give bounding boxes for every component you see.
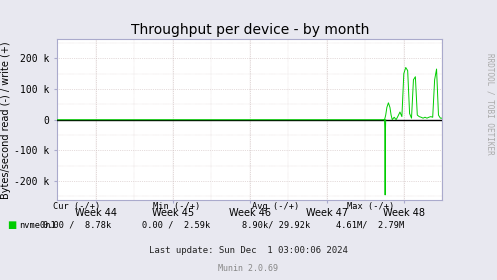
Text: ■: ■ (7, 220, 17, 230)
Text: Last update: Sun Dec  1 03:00:06 2024: Last update: Sun Dec 1 03:00:06 2024 (149, 246, 348, 255)
Text: 0.00 /  8.78k: 0.00 / 8.78k (43, 221, 111, 230)
Text: Avg (-/+): Avg (-/+) (252, 202, 300, 211)
Text: Cur (-/+): Cur (-/+) (53, 202, 101, 211)
Y-axis label: Bytes/second read (-) / write (+): Bytes/second read (-) / write (+) (1, 41, 11, 199)
Text: RRDTOOL / TOBI OETIKER: RRDTOOL / TOBI OETIKER (486, 53, 495, 155)
Text: nvme0n1: nvme0n1 (19, 221, 56, 230)
Text: 0.00 /  2.59k: 0.00 / 2.59k (142, 221, 211, 230)
Text: 8.90k/ 29.92k: 8.90k/ 29.92k (242, 221, 310, 230)
Text: Max (-/+): Max (-/+) (346, 202, 394, 211)
Text: Munin 2.0.69: Munin 2.0.69 (219, 264, 278, 273)
Text: Min (-/+): Min (-/+) (153, 202, 200, 211)
Text: 4.61M/  2.79M: 4.61M/ 2.79M (336, 221, 405, 230)
Title: Throughput per device - by month: Throughput per device - by month (131, 23, 369, 37)
